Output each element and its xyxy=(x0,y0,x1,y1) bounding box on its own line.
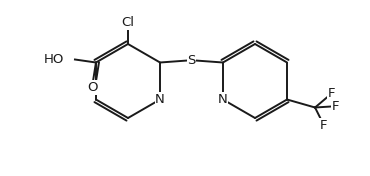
Text: F: F xyxy=(327,87,335,100)
Text: HO: HO xyxy=(44,53,64,66)
Text: Cl: Cl xyxy=(121,17,135,30)
Text: F: F xyxy=(319,119,327,132)
Text: N: N xyxy=(218,93,228,106)
Text: F: F xyxy=(331,100,339,113)
Text: N: N xyxy=(155,93,165,106)
Text: O: O xyxy=(88,81,98,94)
Text: S: S xyxy=(187,54,196,67)
